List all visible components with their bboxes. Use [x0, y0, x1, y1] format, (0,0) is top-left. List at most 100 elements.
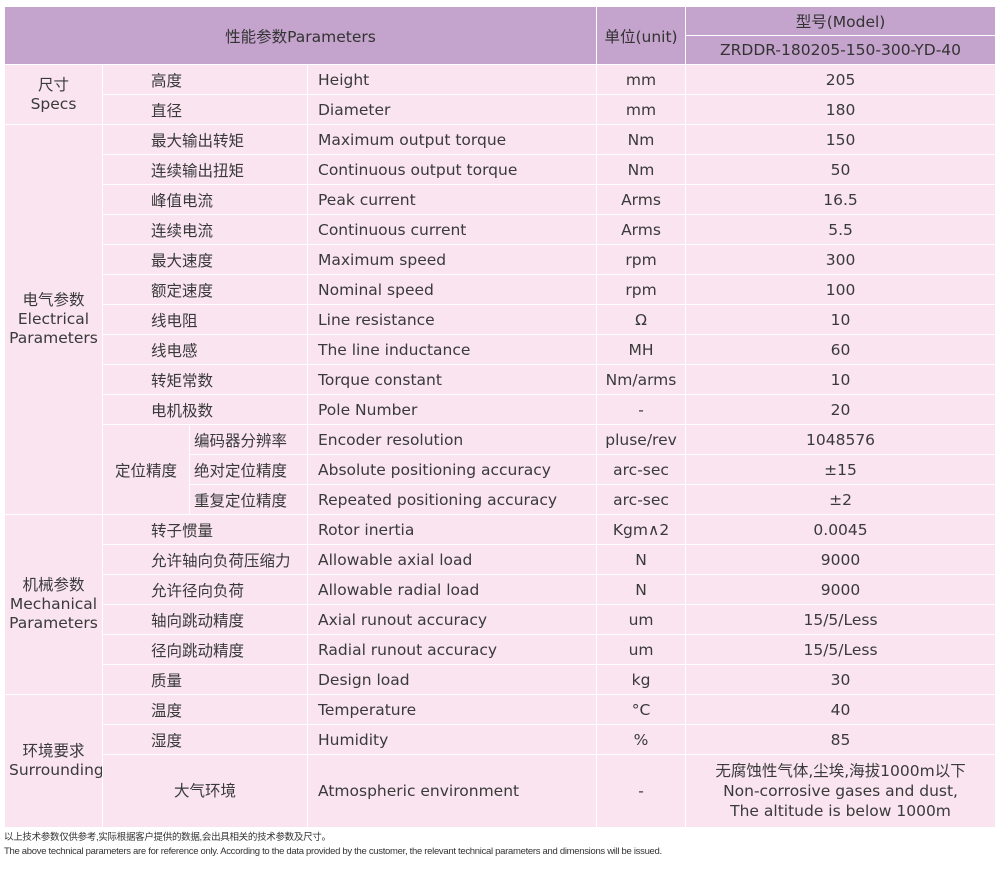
param-name-cn: 线电感: [102, 334, 308, 365]
param-name-cn: 连续电流: [102, 214, 308, 245]
param-unit: Nm/arms: [596, 364, 687, 395]
table-row: 允许径向负荷 Allowable radial load N 9000: [5, 574, 997, 605]
table-row: 额定速度 Nominal speed rpm 100: [5, 274, 997, 305]
table-row: 径向跳动精度 Radial runout accuracy um 15/5/Less: [5, 634, 997, 665]
param-name-cn: 高度: [102, 64, 308, 95]
model-label-header: 型号(Model): [685, 6, 997, 36]
param-name-cn: 温度: [102, 694, 308, 725]
param-unit: Nm: [596, 154, 687, 185]
param-name-cn: 质量: [102, 664, 308, 695]
spec-sheet: 性能参数Parameters 单位(unit) 型号(Model) ZRDDR-…: [3, 6, 997, 859]
param-name-cn: 轴向跳动精度: [102, 604, 308, 635]
param-value: 60: [685, 334, 997, 365]
param-unit: N: [596, 544, 687, 575]
param-name-en: Axial runout accuracy: [306, 604, 598, 635]
param-unit: Ω: [596, 304, 687, 335]
param-name-cn: 编码器分辨率: [189, 424, 308, 455]
param-value: ±15: [685, 454, 997, 485]
table-row: 峰值电流 Peak current Arms 16.5: [5, 184, 997, 215]
table-row: 允许轴向负荷压缩力 Allowable axial load N 9000: [5, 544, 997, 575]
param-unit: -: [596, 754, 687, 828]
param-value: 10: [685, 304, 997, 335]
model-header: ZRDDR-180205-150-300-YD-40: [685, 35, 997, 65]
param-unit: %: [596, 724, 687, 755]
param-unit: Nm: [596, 124, 687, 155]
table-row: 大气环境 Atmospheric environment - 无腐蚀性气体,尘埃,海拔…: [5, 754, 997, 828]
table-row: 质量 Design load kg 30: [5, 664, 997, 695]
unit-header: 单位(unit): [596, 6, 687, 65]
param-name-en: Height: [306, 64, 598, 95]
param-unit: kg: [596, 664, 687, 695]
param-value: 180: [685, 94, 997, 125]
note-cn: 以上技术参数仅供参考,实际根据客户提供的数据,会出具相关的技术参数及尺寸。: [4, 832, 331, 843]
table-row: 电气参数 Electrical Parameters 最大输出转矩 Maximum o…: [4, 124, 997, 515]
group-label-en: Surroundings: [9, 761, 103, 779]
param-name-cn: 转子惯量: [102, 514, 308, 545]
param-name-en: Allowable axial load: [306, 544, 598, 575]
group-label: 环境要求 Surroundings: [4, 694, 103, 828]
param-name-cn: 径向跳动精度: [102, 634, 308, 665]
table-row: 湿度 Humidity% 85: [5, 724, 997, 755]
group-label-cn: 尺寸: [37, 75, 69, 94]
table-row: 连续电流 Continuous current Arms 5.5: [5, 214, 997, 245]
param-name-en: Design load: [306, 664, 598, 695]
param-name-en: Atmospheric environment: [306, 754, 598, 828]
param-value: 15/5/Less: [685, 604, 997, 635]
parameters-header: 性能参数Parameters: [3, 6, 598, 65]
param-unit: mm: [596, 64, 687, 95]
param-name-en: The line inductance: [306, 334, 598, 365]
param-unit: arc-sec: [596, 484, 687, 515]
param-name-en: Line resistance: [306, 304, 598, 335]
param-unit: arc-sec: [596, 454, 687, 485]
table-row: 连续输出扭矩 Continuous output torque Nm 50: [5, 154, 997, 185]
table-row: 最大速度 Maximum speed rpm 300: [5, 244, 997, 275]
table-row: 线电感 The line inductance MH 60: [5, 334, 997, 365]
param-value: 无腐蚀性气体,尘埃,海拔1000m以下 Non-corrosive gases …: [685, 754, 997, 828]
param-name-cn: 直径: [102, 94, 308, 125]
table-row: 定位精度 编码器分辨率 Encoder resolution pluse/rev 104…: [5, 424, 997, 515]
param-unit: um: [596, 604, 687, 635]
param-value: 30: [685, 664, 997, 695]
table-row: 重复定位精度 Repeated positioning accuracy arc-s…: [5, 484, 997, 515]
note-en: The above technical parameters are for r…: [4, 846, 662, 857]
table-row: 转矩常数 Torque constant Nm/arms 10: [5, 364, 997, 395]
param-name-en: Peak current: [306, 184, 598, 215]
param-value: 5.5: [685, 214, 997, 245]
param-value: 20: [685, 394, 997, 425]
param-name-en: Allowable radial load: [306, 574, 598, 605]
param-value: 9000: [685, 574, 997, 605]
param-name-en: Continuous current: [306, 214, 598, 245]
param-value: 9000: [685, 544, 997, 575]
param-value: 150: [685, 124, 997, 155]
param-name-en: Absolute positioning accuracy: [306, 454, 598, 485]
param-name-en: Nominal speed: [306, 274, 598, 305]
param-name-cn: 线电阻: [102, 304, 308, 335]
param-value: 15/5/Less: [685, 634, 997, 665]
param-name-cn: 绝对定位精度: [189, 454, 308, 485]
table-row: 环境要求 Surroundings 温度 Temperature °C 40: [4, 694, 997, 828]
param-value: 100: [685, 274, 997, 305]
param-name-en: Maximum speed: [306, 244, 598, 275]
param-name-en: Rotor inertia: [306, 514, 598, 545]
subgroup-label: 定位精度: [102, 424, 190, 515]
param-name-en: Repeated positioning accuracy: [306, 484, 598, 515]
param-name-cn: 最大速度: [102, 244, 308, 275]
param-name-cn: 重复定位精度: [189, 484, 308, 515]
param-value: 16.5: [685, 184, 997, 215]
spec-table: 性能参数Parameters 单位(unit) 型号(Model) ZRDDR-…: [3, 6, 997, 828]
table-row: 尺寸 Specs 高度 Height mm 205: [4, 64, 997, 125]
param-unit: um: [596, 634, 687, 665]
table-row: 机械参数 Mechanical Parameters 转子惯量 Rotor inert…: [4, 514, 997, 695]
param-unit: rpm: [596, 244, 687, 275]
param-name-en: Pole Number: [306, 394, 598, 425]
group-label-en: Mechanical Parameters: [9, 595, 98, 632]
param-value: 40: [685, 694, 997, 725]
param-name-cn: 湿度: [102, 724, 308, 755]
group-label: 机械参数 Mechanical Parameters: [4, 514, 103, 695]
param-name-cn: 最大输出转矩: [102, 124, 308, 155]
group-label-en: Specs: [30, 94, 77, 113]
param-unit: Arms: [596, 184, 687, 215]
param-value: 0.0045: [685, 514, 997, 545]
param-name-cn: 允许轴向负荷压缩力: [102, 544, 308, 575]
group-label-cn: 环境要求: [22, 742, 85, 760]
